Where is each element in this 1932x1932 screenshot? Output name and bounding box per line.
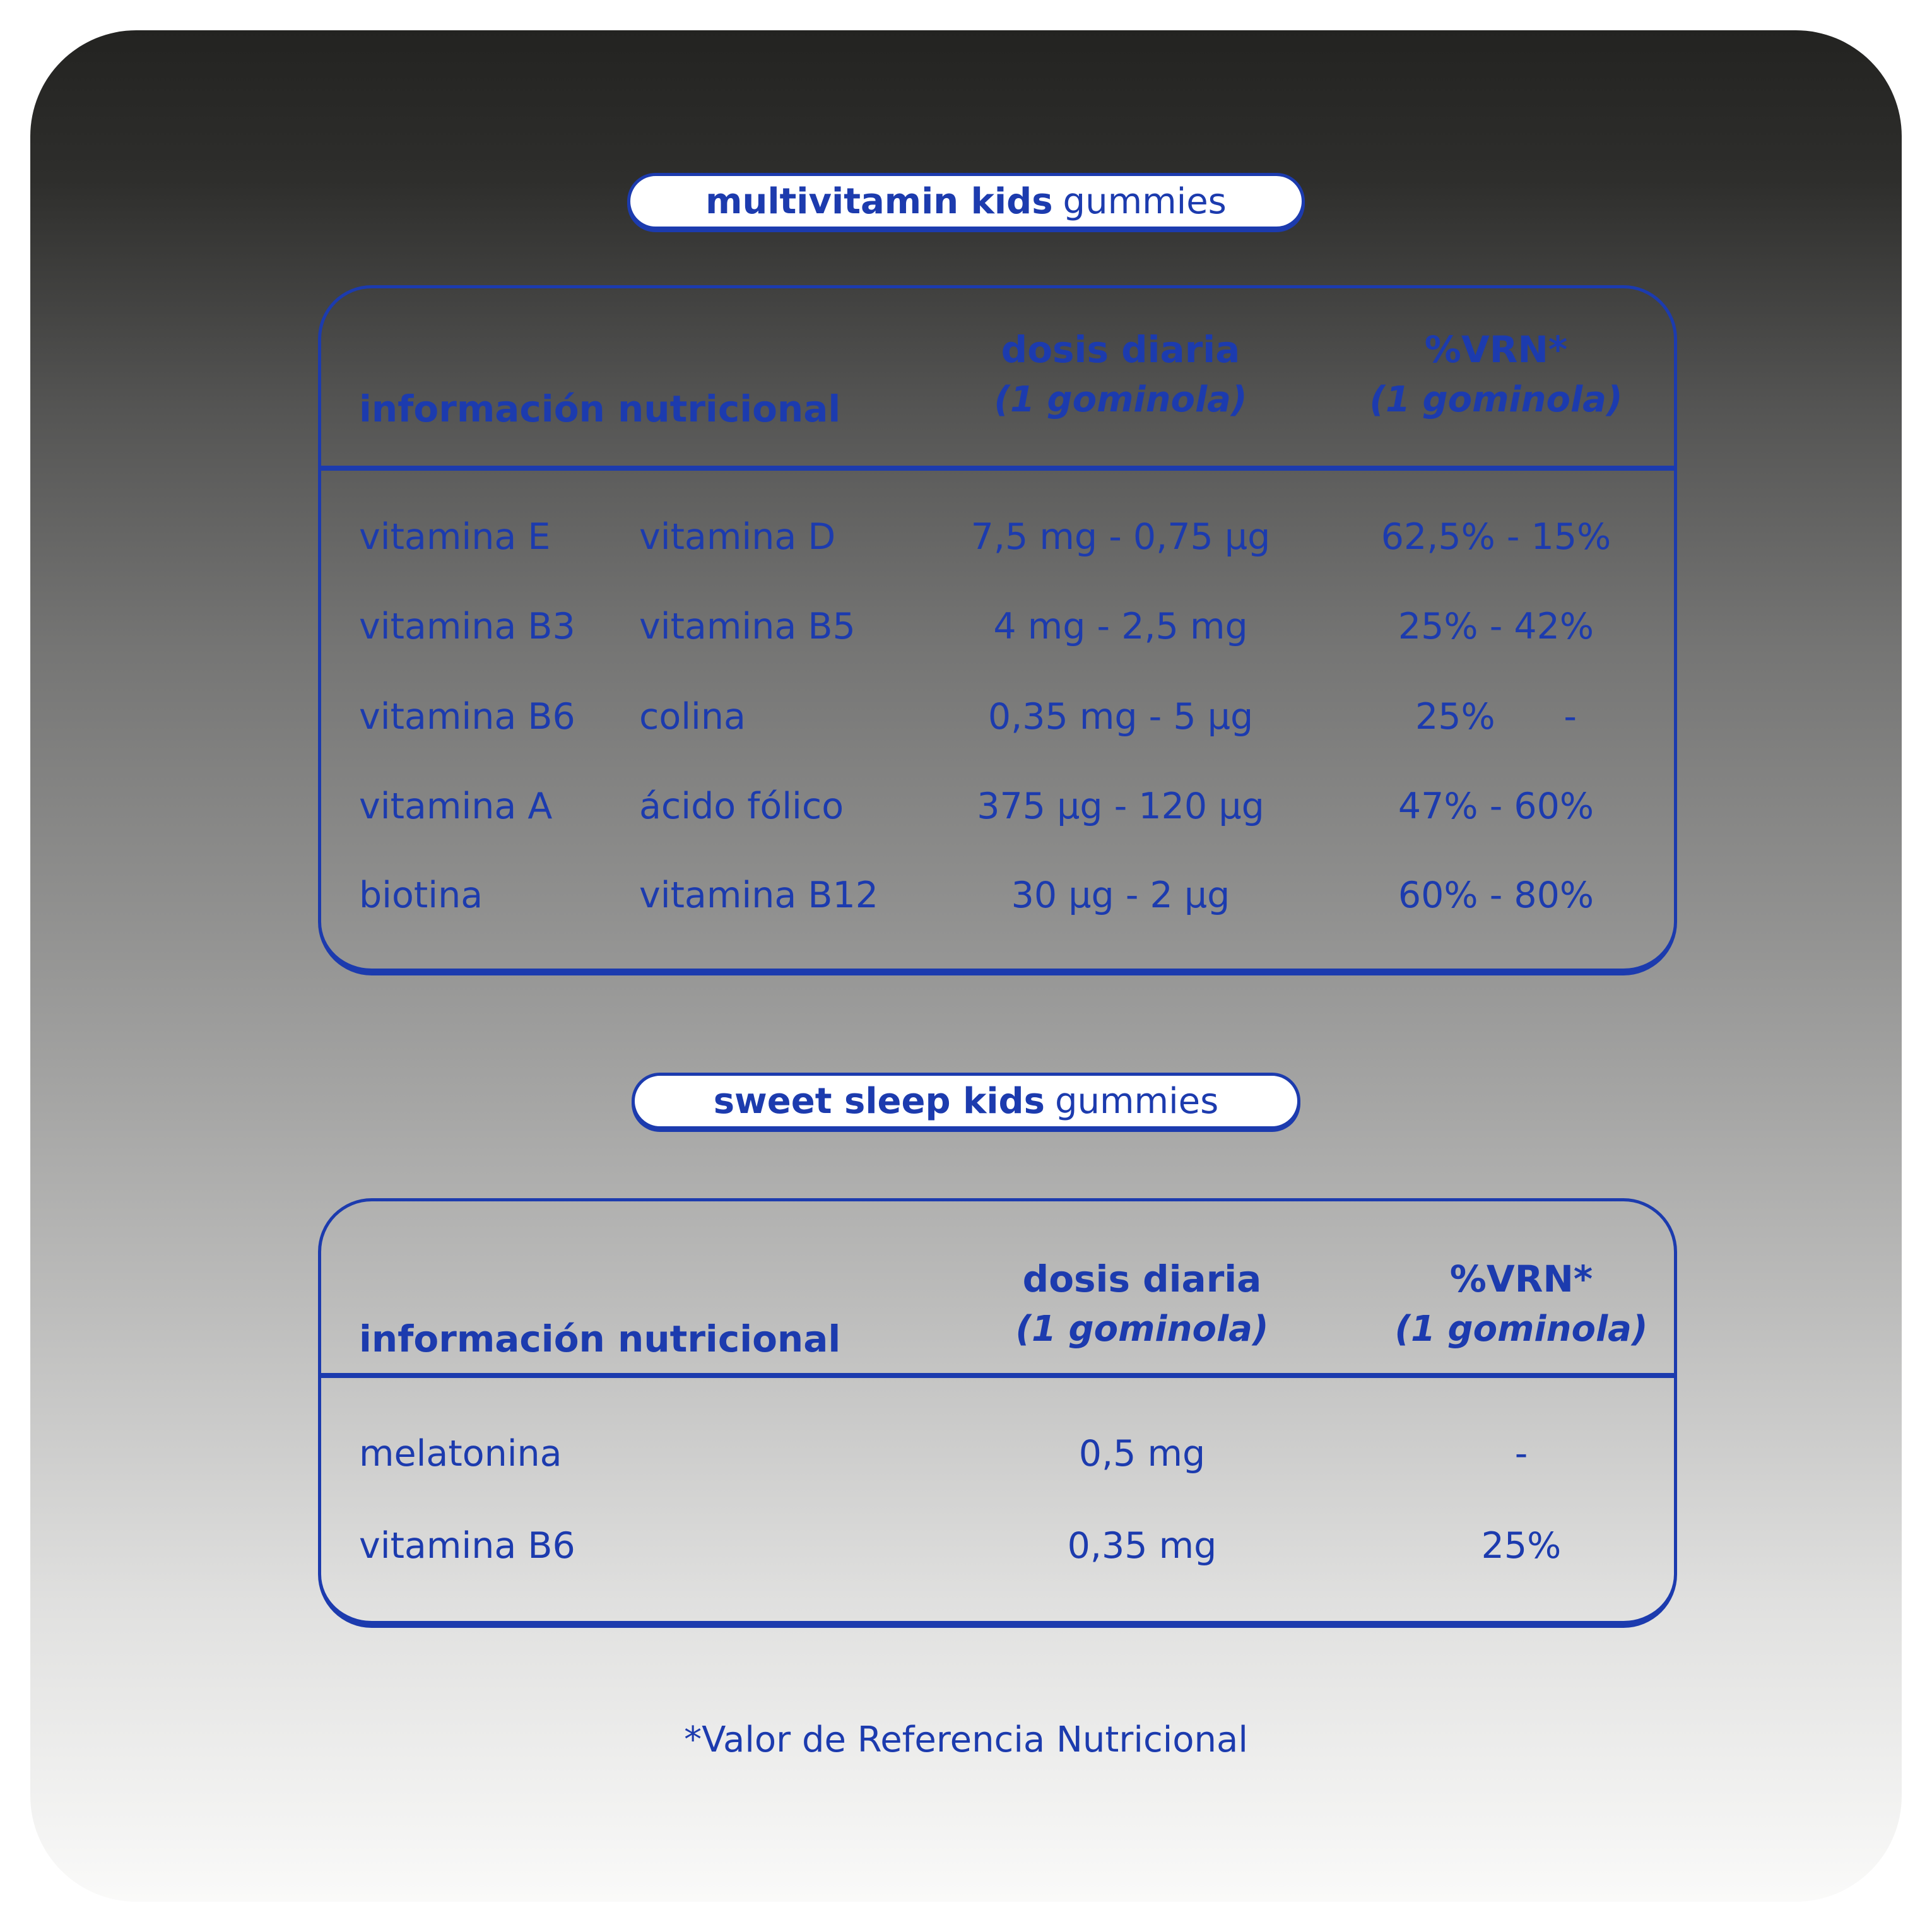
vrn-value: 47% - 60% bbox=[1398, 786, 1594, 827]
column-header-vrn-line2: (1 gominola) bbox=[1394, 1309, 1648, 1350]
table-row: vitamina B6 0,35 mg 25% bbox=[321, 1521, 1674, 1571]
nutrient-name: vitamina D bbox=[639, 516, 836, 558]
vrn-value: 62,5% - 15% bbox=[1381, 516, 1611, 558]
vrn-value: 25% - 42% bbox=[1398, 606, 1594, 647]
product-title-regular: gummies bbox=[1054, 1080, 1219, 1122]
gradient-card: multivitamin kids gummies información nu… bbox=[30, 30, 1902, 1902]
nutrient-name: vitamina E bbox=[359, 516, 551, 558]
table-row: vitamina A ácido fólico 375 µg - 120 µg … bbox=[321, 781, 1674, 832]
table-row: vitamina B3 vitamina B5 4 mg - 2,5 mg 25… bbox=[321, 601, 1674, 652]
product-title-regular: gummies bbox=[1063, 180, 1227, 222]
nutrition-table-multivitamin: información nutricional dosis diaria (1 … bbox=[318, 285, 1677, 975]
dose-value: 30 µg - 2 µg bbox=[1011, 875, 1230, 916]
vrn-value: 25% - bbox=[1415, 696, 1577, 738]
table-row: vitamina B6 colina 0,35 mg - 5 µg 25% - bbox=[321, 692, 1674, 742]
column-header-dose-line2: (1 gominola) bbox=[994, 379, 1247, 420]
product-title-bold: sweet sleep kids bbox=[713, 1080, 1045, 1122]
vrn-value: 60% - 80% bbox=[1398, 875, 1594, 916]
column-header-vrn-line2: (1 gominola) bbox=[1369, 379, 1623, 420]
nutrient-name: biotina bbox=[359, 875, 483, 916]
dose-value: 0,35 mg - 5 µg bbox=[987, 696, 1254, 738]
column-header-dose: dosis diaria (1 gominola) bbox=[921, 1254, 1363, 1355]
column-header-dose: dosis diaria (1 gominola) bbox=[900, 324, 1341, 425]
vrn-value: 25% bbox=[1481, 1525, 1562, 1567]
nutrient-name: melatonina bbox=[359, 1433, 562, 1475]
nutrient-name: colina bbox=[639, 696, 746, 738]
column-header-info: información nutricional bbox=[359, 387, 841, 430]
column-header-vrn: %VRN* (1 gominola) bbox=[1300, 1254, 1742, 1355]
product-title-sweet-sleep-kids: sweet sleep kids gummies bbox=[632, 1073, 1300, 1129]
nutrient-name: vitamina B5 bbox=[639, 606, 856, 647]
column-header-dose-line1: dosis diaria bbox=[1001, 328, 1240, 371]
table-row: biotina vitamina B12 30 µg - 2 µg 60% - … bbox=[321, 870, 1674, 921]
table-row: vitamina E vitamina D 7,5 mg - 0,75 µg 6… bbox=[321, 512, 1674, 562]
nutrient-name: vitamina B6 bbox=[359, 1525, 575, 1567]
column-header-info: información nutricional bbox=[359, 1317, 841, 1360]
column-header-vrn-line1: %VRN* bbox=[1449, 1258, 1593, 1300]
nutrient-name: vitamina A bbox=[359, 786, 553, 827]
nutrient-name: vitamina B6 bbox=[359, 696, 575, 738]
column-header-vrn-line1: %VRN* bbox=[1424, 328, 1568, 371]
vrn-footnote: *Valor de Referencia Nutricional bbox=[684, 1719, 1248, 1760]
table-row: melatonina 0,5 mg - bbox=[321, 1428, 1674, 1479]
header-divider bbox=[318, 466, 1677, 471]
nutrient-name: ácido fólico bbox=[639, 786, 844, 827]
dose-value: 7,5 mg - 0,75 µg bbox=[970, 516, 1271, 558]
nutrition-table-sweet-sleep: información nutricional dosis diaria (1 … bbox=[318, 1198, 1677, 1628]
dose-value: 375 µg - 120 µg bbox=[977, 786, 1264, 827]
dose-value: 0,5 mg bbox=[1078, 1433, 1206, 1475]
header-divider bbox=[318, 1373, 1677, 1378]
vrn-value: - bbox=[1514, 1433, 1528, 1475]
column-header-dose-line2: (1 gominola) bbox=[1015, 1309, 1269, 1350]
column-header-dose-line1: dosis diaria bbox=[1022, 1258, 1262, 1300]
column-header-vrn: %VRN* (1 gominola) bbox=[1275, 324, 1717, 425]
dose-value: 0,35 mg bbox=[1067, 1525, 1217, 1567]
product-title-multivitamin-kids: multivitamin kids gummies bbox=[627, 173, 1305, 230]
dose-value: 4 mg - 2,5 mg bbox=[993, 606, 1248, 647]
product-title-bold: multivitamin kids bbox=[705, 180, 1053, 222]
nutrient-name: vitamina B12 bbox=[639, 875, 879, 916]
nutrient-name: vitamina B3 bbox=[359, 606, 575, 647]
